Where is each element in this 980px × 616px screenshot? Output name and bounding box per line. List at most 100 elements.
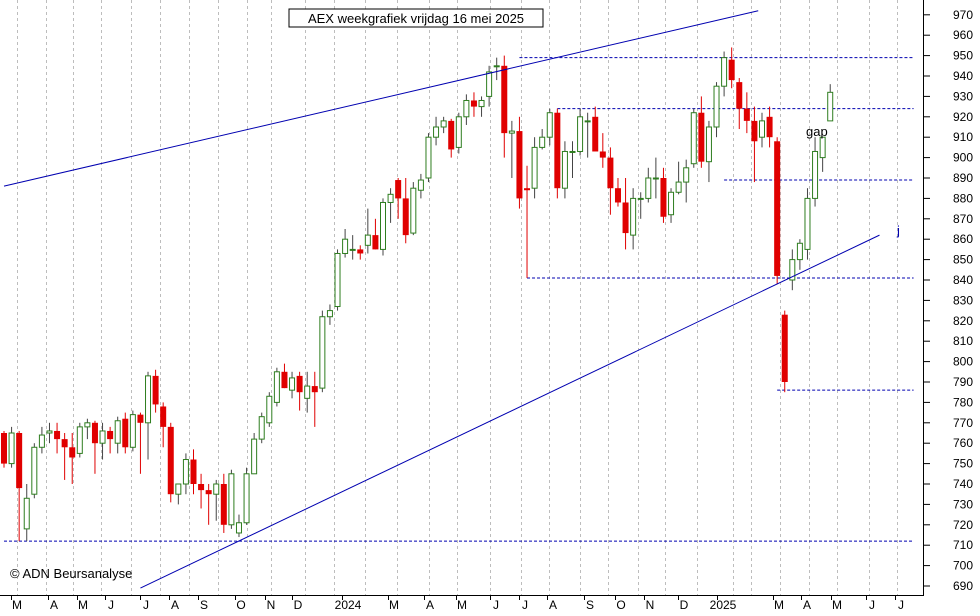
candle-up (425, 133, 432, 183)
candle-body (599, 151, 606, 158)
candle-body (273, 371, 280, 403)
candle-up (23, 484, 30, 542)
candle-up (819, 136, 826, 172)
candle-body (114, 420, 121, 444)
candle-down (607, 147, 614, 215)
y-tick-label: 710 (953, 538, 973, 552)
candle-body (1, 433, 7, 464)
y-tick-label: 740 (953, 477, 973, 491)
candle-up (99, 422, 106, 460)
candle-down (470, 92, 477, 117)
trendline (140, 234, 880, 589)
candle-up (539, 129, 546, 150)
candle-up (569, 141, 576, 178)
candle-body (357, 249, 364, 254)
candle-down (766, 106, 773, 148)
y-tick-label: 910 (953, 130, 973, 144)
candle-body (455, 116, 462, 148)
x-tick-label: M (12, 598, 22, 611)
x-tick-label: M (389, 598, 399, 611)
candle-down (781, 310, 788, 393)
candle-body (728, 59, 735, 81)
x-tick-label: N (267, 598, 276, 611)
horizontal-levels (4, 57, 914, 542)
candle-up (251, 433, 258, 475)
candle-down (205, 484, 212, 525)
candle-body (334, 252, 341, 308)
x-tick-label: J (869, 598, 875, 611)
x-tick-label: S (586, 598, 594, 611)
candle-body (46, 430, 53, 434)
candle-down (554, 108, 561, 199)
candle-body (660, 178, 667, 217)
candle-down (372, 218, 379, 250)
candle-body (107, 430, 114, 440)
candle-body (364, 234, 371, 246)
candle-down (736, 78, 743, 130)
candle-up (637, 192, 644, 219)
candle-down (660, 167, 667, 223)
candle-up (508, 120, 515, 178)
candles (1, 47, 834, 542)
candle-up (531, 137, 538, 199)
candle-body (160, 406, 167, 427)
candle-body (736, 82, 743, 109)
x-tick-label: A (803, 598, 811, 611)
candle-body (698, 112, 705, 162)
candle-up (417, 173, 424, 199)
candle-body (819, 136, 826, 159)
candle-body (402, 198, 409, 236)
x-tick-label: J (898, 598, 904, 611)
candle-up (410, 182, 417, 236)
candle-body (493, 65, 500, 68)
candle-up (463, 94, 470, 125)
candle-up (326, 304, 333, 325)
candle-body (129, 414, 136, 448)
candle-body (311, 386, 318, 393)
candle-body (607, 157, 614, 189)
candle-body (561, 150, 568, 189)
candle-body (61, 439, 68, 448)
candle-body (251, 438, 258, 475)
candle-up (804, 188, 811, 260)
candle-body (281, 371, 288, 389)
chart-title: AEX weekgrafiek vrijdag 16 mei 2025 (308, 11, 524, 26)
candle-down (614, 178, 621, 207)
candle-up (228, 469, 235, 529)
candle-body (76, 426, 83, 454)
candle-up (440, 116, 447, 134)
candle-body (508, 130, 515, 134)
candle-body (554, 112, 561, 189)
candle-body (524, 188, 531, 191)
x-tick-label: 2024 (335, 598, 362, 611)
y-tick-label: 840 (953, 273, 973, 287)
x-tick-label: M (457, 598, 467, 611)
candle-up (796, 239, 803, 270)
candle-body (213, 483, 220, 495)
y-tick-label: 880 (953, 191, 973, 205)
candle-up (243, 467, 250, 525)
y-tick-label: 690 (953, 579, 973, 593)
candle-body (122, 418, 129, 448)
candle-down (54, 422, 61, 454)
candle-up (319, 310, 326, 393)
y-tick-label: 760 (953, 436, 973, 450)
candle-body (23, 497, 30, 530)
candle-body (478, 99, 485, 108)
x-tick-label: 2025 (710, 598, 737, 611)
candle-down (311, 371, 318, 427)
candle-body (372, 235, 379, 250)
candle-body (759, 120, 765, 138)
candle-up (455, 112, 462, 154)
candle-body (84, 422, 91, 428)
candle-down (592, 106, 599, 152)
candle-body (342, 238, 349, 254)
candle-body (38, 434, 45, 448)
candle-body (584, 120, 591, 123)
candle-body (630, 197, 637, 236)
candle-body (546, 112, 553, 138)
candle-down (751, 106, 758, 183)
x-tick-label: A (549, 598, 557, 611)
y-tick-label: 790 (953, 375, 973, 389)
candle-body (319, 316, 326, 389)
